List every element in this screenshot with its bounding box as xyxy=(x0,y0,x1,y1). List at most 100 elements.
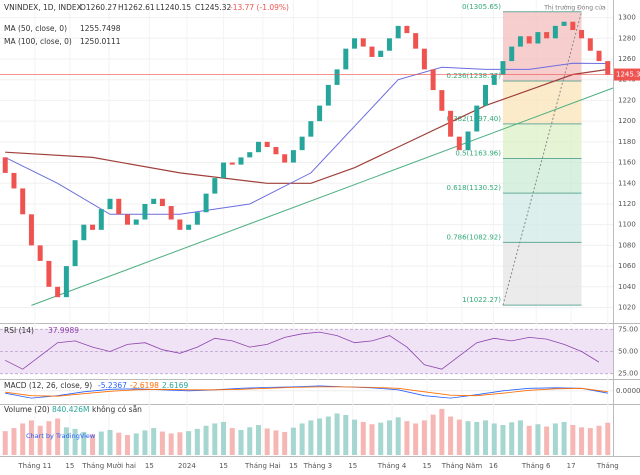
volume-bar xyxy=(605,422,611,455)
x-tick-label: Tháng 6 xyxy=(521,462,551,470)
candle xyxy=(561,21,567,26)
y-tick-label: 1180 xyxy=(618,138,636,146)
market-status: Thị trường Đóng cửa xyxy=(543,5,606,12)
candle xyxy=(325,84,331,106)
candle xyxy=(570,21,576,31)
volume-bar xyxy=(596,425,602,455)
x-tick-label: Tháng 4 xyxy=(377,462,407,470)
candle xyxy=(168,206,174,220)
volume-bar xyxy=(290,427,296,455)
volume-bar xyxy=(352,419,358,455)
volume-bar xyxy=(159,431,165,455)
candle xyxy=(212,178,218,194)
candle xyxy=(456,136,462,151)
candle xyxy=(46,260,52,287)
volume-bar xyxy=(308,420,314,455)
volume-bar xyxy=(421,420,427,455)
fib-band xyxy=(502,193,582,243)
candle xyxy=(273,147,279,155)
volume-bar xyxy=(325,416,331,455)
y-tick-label: 1200 xyxy=(618,117,636,125)
y-tick-label: 0.0000 xyxy=(616,387,640,395)
ma50-line xyxy=(4,62,608,215)
y-tick-label: 1260 xyxy=(618,55,636,63)
header-open: O1260.27 xyxy=(80,3,117,12)
x-tick-label: 17 xyxy=(567,462,576,470)
volume-bar xyxy=(561,421,567,455)
macd-last: -2.6198 xyxy=(130,381,159,390)
volume-bar xyxy=(90,434,96,455)
volume-bar xyxy=(124,435,130,455)
credit: Chart by TradingView xyxy=(26,432,96,440)
macd-title: MACD (12, 26, close, 9) xyxy=(4,381,92,390)
candle xyxy=(151,198,157,204)
volume-bar xyxy=(299,423,305,455)
volume-bar xyxy=(491,423,497,455)
candle xyxy=(509,46,515,62)
volume-bar xyxy=(587,428,593,455)
x-tick-label: Tháng 11 xyxy=(17,462,51,470)
volume-bar xyxy=(535,424,541,455)
volume-title: Volume (20) xyxy=(4,405,50,414)
header-symbol: VNINDEX, 1D, INDEX xyxy=(4,3,82,12)
volume-bar xyxy=(334,413,340,455)
candle xyxy=(404,25,410,34)
volume-bar xyxy=(474,421,480,455)
candle xyxy=(124,214,130,225)
volume-bar xyxy=(238,430,244,455)
volume-bar xyxy=(11,428,17,455)
volume-bar xyxy=(386,420,392,455)
candle xyxy=(177,219,183,230)
candle xyxy=(247,152,253,158)
candle xyxy=(238,157,244,165)
volume-bar xyxy=(413,423,419,455)
candle xyxy=(159,198,165,207)
macd-last: -5.2367 xyxy=(98,381,127,390)
candle xyxy=(439,90,445,111)
x-tick-label: Tháng Hai xyxy=(244,462,281,470)
candle xyxy=(37,245,43,261)
y-tick-label: 1160 xyxy=(618,159,636,167)
y-tick-label: 1120 xyxy=(618,200,636,208)
rsi-line xyxy=(5,331,600,370)
y-tick-label: 1080 xyxy=(618,241,636,249)
candle xyxy=(535,32,541,44)
candle xyxy=(290,150,296,163)
volume-bar xyxy=(151,428,157,455)
volume-bar xyxy=(483,420,489,455)
volume-bar xyxy=(177,432,183,455)
candle xyxy=(186,224,192,230)
volume-bar xyxy=(194,428,200,455)
volume-bar xyxy=(282,431,288,455)
macd-line xyxy=(5,386,608,397)
volume-bar xyxy=(395,417,401,455)
header-high: H1262.61 xyxy=(118,3,155,12)
candle xyxy=(334,69,340,85)
volume-bar xyxy=(116,432,122,455)
candle xyxy=(255,141,261,153)
rsi-last: 37.9989 xyxy=(48,326,79,335)
volume-bar xyxy=(28,420,34,455)
volume-bar xyxy=(2,431,8,455)
header-low: L1240.15 xyxy=(156,3,191,12)
x-tick-label: Tháng Năm xyxy=(441,462,483,470)
header-ma50_value: 1255.7498 xyxy=(80,24,121,33)
candle xyxy=(116,198,122,215)
fib-label: 0.236(1238.77) xyxy=(447,72,502,80)
fib-band xyxy=(502,11,582,81)
volume-bar xyxy=(404,421,410,455)
ma100-line xyxy=(5,68,608,184)
candle xyxy=(107,198,113,210)
volume-bar xyxy=(517,420,523,455)
fib-band xyxy=(502,158,582,194)
y-tick-label: 1020 xyxy=(618,304,636,312)
y-tick-label: 75.00 xyxy=(618,325,638,333)
candle xyxy=(448,110,454,137)
volume-bar xyxy=(98,431,104,455)
candle xyxy=(63,266,69,298)
candle xyxy=(596,50,602,62)
candle xyxy=(500,61,506,75)
x-tick-label: 15 xyxy=(348,462,357,470)
candle xyxy=(194,212,200,225)
header-close: C1245.32 xyxy=(195,3,231,12)
